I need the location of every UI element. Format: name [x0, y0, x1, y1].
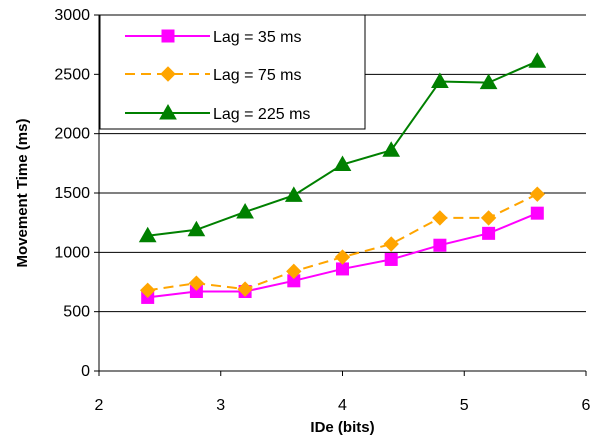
series-3	[138, 52, 547, 243]
x-tick-label: 3	[216, 397, 225, 414]
data-point	[187, 220, 206, 237]
series-line-2	[147, 193, 538, 292]
y-tick-label: 3000	[54, 7, 90, 24]
legend-swatch-marker-3	[159, 103, 177, 120]
data-point	[139, 282, 156, 299]
x-axis-title: IDe (bits)	[310, 419, 374, 436]
y-tick-label: 500	[63, 304, 90, 321]
y-tick-label: 1000	[54, 244, 90, 261]
legend-label-1: Lag = 35 ms	[213, 29, 302, 46]
data-point	[333, 155, 352, 172]
data-point	[383, 236, 399, 252]
data-point	[432, 210, 448, 226]
x-tick-label: 2	[95, 397, 104, 414]
data-point	[334, 249, 351, 265]
data-point	[286, 263, 302, 280]
legend-swatch-marker-2	[160, 66, 176, 82]
legend: Lag = 35 ms Lag = 75 ms Lag = 225 ms	[99, 14, 366, 130]
series-layer	[138, 52, 547, 304]
legend-label-2: Lag = 75 ms	[213, 67, 302, 84]
legend-box	[99, 14, 366, 130]
data-point	[384, 252, 398, 266]
data-point	[431, 72, 449, 88]
data-point	[530, 206, 544, 220]
series-2	[139, 186, 546, 299]
axes-layer: 0 500 1000 1500 2000 2500 3000 2 3 4 5 6	[54, 7, 590, 414]
data-point	[482, 226, 496, 240]
data-point	[480, 210, 497, 226]
data-point	[479, 73, 498, 90]
data-point	[284, 186, 303, 202]
legend-swatch-marker-1	[161, 29, 175, 43]
y-tick-label: 1500	[54, 185, 90, 202]
data-point	[382, 141, 401, 157]
data-point	[138, 226, 157, 243]
data-point	[529, 186, 546, 202]
x-tick-label: 5	[460, 397, 469, 414]
y-axis-title: Movement Time (ms)	[14, 119, 31, 268]
data-point	[237, 281, 253, 297]
data-point	[528, 52, 547, 68]
y-tick-label: 2500	[54, 66, 90, 83]
x-tick-label: 6	[582, 397, 591, 414]
data-point	[433, 238, 447, 252]
y-tick-label: 0	[81, 363, 90, 380]
x-tick-label: 4	[338, 397, 347, 414]
y-tick-label: 2000	[54, 126, 90, 143]
data-point	[236, 202, 254, 219]
legend-label-3: Lag = 225 ms	[213, 106, 310, 123]
data-point	[188, 275, 205, 291]
